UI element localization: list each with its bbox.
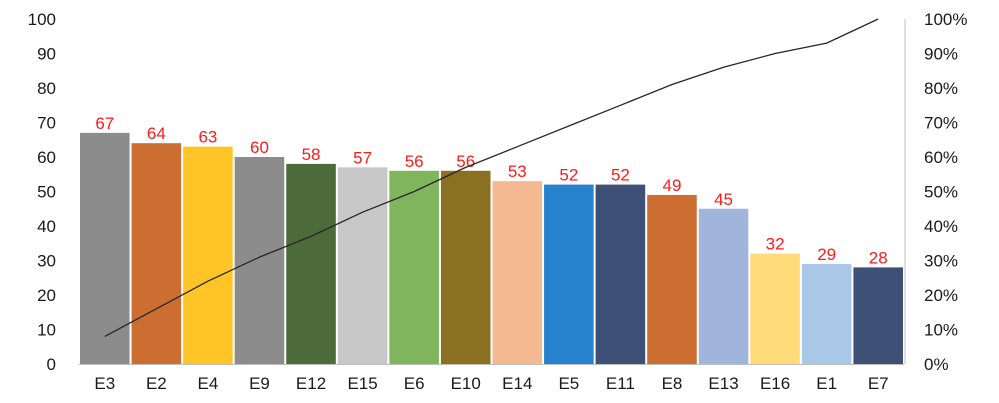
data-label-e16: 32 xyxy=(766,235,785,254)
y2-tick-label: 90% xyxy=(924,45,958,64)
bar-e13 xyxy=(698,208,749,364)
y2-tick-label: 50% xyxy=(924,183,958,202)
data-label-e9: 60 xyxy=(250,138,269,157)
x-tick-label: E14 xyxy=(502,374,532,393)
data-label-e7: 28 xyxy=(869,248,888,267)
bar-e12 xyxy=(286,163,336,364)
x-tick-label: E13 xyxy=(708,374,738,393)
bar-e2 xyxy=(131,143,182,364)
data-label-e13: 45 xyxy=(714,190,733,209)
data-label-e12: 58 xyxy=(302,145,321,164)
bar-e4 xyxy=(183,146,233,364)
x-tick-label: E11 xyxy=(606,374,635,393)
bar-e3 xyxy=(80,132,130,364)
y2-tick-label: 100% xyxy=(924,10,967,29)
y-tick-label: 60 xyxy=(37,148,56,167)
bar-series xyxy=(80,132,903,364)
cumulative-line xyxy=(104,18,879,337)
x-tick-label: E2 xyxy=(146,374,167,393)
data-label-e15: 57 xyxy=(353,148,372,167)
y-tick-label: 30 xyxy=(37,252,56,271)
data-label-e3: 67 xyxy=(95,114,114,133)
y-tick-label: 10 xyxy=(37,321,56,340)
data-label-e6: 56 xyxy=(405,152,424,171)
y-tick-label: 50 xyxy=(37,183,56,202)
y-tick-label: 40 xyxy=(37,217,56,236)
y2-tick-label: 30% xyxy=(924,252,958,271)
bar-e11 xyxy=(595,184,646,364)
bar-e9 xyxy=(234,157,285,364)
y2-tick-label: 40% xyxy=(924,217,958,236)
y2-tick-label: 80% xyxy=(924,79,958,98)
x-tick-label: E6 xyxy=(404,374,425,393)
x-tick-label: E4 xyxy=(198,374,219,393)
x-tick-label: E16 xyxy=(760,374,790,393)
x-tick-label: E9 xyxy=(249,374,270,393)
left-axis: 0 10 20 30 40 50 60 70 80 90 100 xyxy=(28,10,56,374)
y2-tick-label: 70% xyxy=(924,114,958,133)
data-label-e14: 53 xyxy=(508,162,527,181)
y2-tick-label: 0% xyxy=(924,355,949,374)
y-tick-label: 0 xyxy=(47,355,56,374)
y-tick-label: 80 xyxy=(37,79,56,98)
y-tick-label: 90 xyxy=(37,45,56,64)
data-label-e4: 63 xyxy=(198,128,217,147)
bar-e8 xyxy=(647,194,697,364)
bar-e14 xyxy=(492,181,543,364)
x-tick-label: E10 xyxy=(451,374,481,393)
x-tick-label: E5 xyxy=(558,374,579,393)
x-tick-label: E12 xyxy=(296,374,326,393)
y-tick-label: 20 xyxy=(37,286,56,305)
bar-e5 xyxy=(544,184,594,364)
data-label-e8: 49 xyxy=(663,176,682,195)
x-tick-label: E1 xyxy=(816,374,837,393)
bar-e7 xyxy=(853,267,903,364)
x-tick-label: E7 xyxy=(868,374,889,393)
data-label-e11: 52 xyxy=(611,166,630,185)
y-tick-label: 100 xyxy=(28,10,56,29)
data-label-e1: 29 xyxy=(817,245,836,264)
category-axis: E3 E2 E4 E9 E12 E15 E6 E10 E14 E5 E11 E8 E13 E16 E1 E7 xyxy=(79,364,904,393)
y2-tick-label: 20% xyxy=(924,286,958,305)
bar-e15 xyxy=(337,167,388,364)
y2-tick-label: 60% xyxy=(924,148,958,167)
data-label-e2: 64 xyxy=(147,124,166,143)
y-tick-label: 70 xyxy=(37,114,56,133)
x-tick-label: E3 xyxy=(94,374,115,393)
bar-e16 xyxy=(750,253,800,364)
y2-tick-label: 10% xyxy=(924,321,958,340)
x-tick-label: E8 xyxy=(662,374,683,393)
bar-e1 xyxy=(801,263,852,364)
x-tick-label: E15 xyxy=(347,374,377,393)
right-axis: 0% 10% 20% 30% 40% 50% 60% 70% 80% 90% 100% xyxy=(904,10,967,374)
data-label-e5: 52 xyxy=(559,166,578,185)
bar-e10 xyxy=(440,170,491,364)
bar-e6 xyxy=(389,170,439,364)
cumulative-line-series xyxy=(104,18,879,337)
